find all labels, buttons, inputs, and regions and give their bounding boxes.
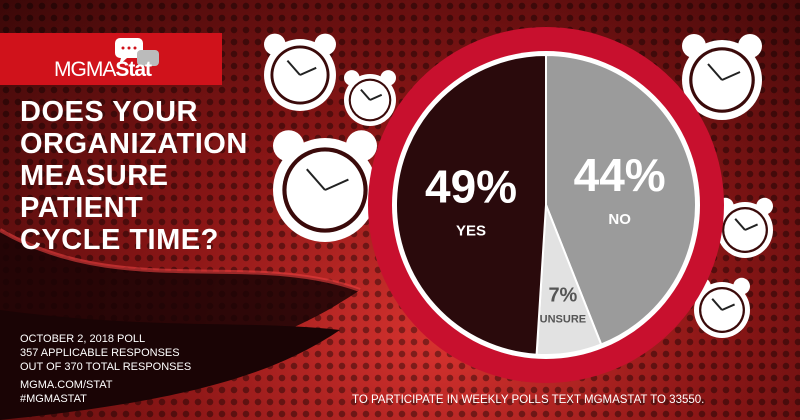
slice-category-label: NO [608, 211, 631, 228]
alarm-clock-icon [717, 197, 773, 258]
slice-value-label: 44% [574, 149, 666, 201]
poll-date: OCTOBER 2, 2018 POLL [20, 333, 146, 345]
question-line: MEASURE [20, 160, 169, 192]
slice-value-label: 49% [425, 161, 517, 213]
logo-bar [0, 33, 222, 85]
question-line: DOES YOUR [20, 96, 199, 128]
logo: MGMAStat [54, 58, 152, 82]
alarm-clock-icon [264, 33, 337, 111]
alarm-clock-icon [694, 277, 750, 338]
question-line: PATIENT [20, 192, 144, 224]
poll-question: DOES YOUR ORGANIZATION MEASURE PATIENT C… [20, 96, 280, 256]
question-line: ORGANIZATION [20, 128, 248, 160]
website-link[interactable]: MGMA.COM/STAT [20, 379, 113, 391]
question-line: CYCLE TIME? [20, 224, 219, 256]
slice-category-label: UNSURE [540, 314, 586, 326]
hashtag: #MGMASTAT [20, 393, 87, 405]
slice-value-label: 7% [548, 285, 577, 307]
pie-slice-no [545, 53, 697, 346]
speech-bubbles-icon [115, 38, 159, 66]
alarm-clock-icon [682, 34, 762, 120]
logo-text-bold: Stat [115, 58, 152, 81]
links: MGMA.COM/STAT #MGMASTAT [20, 378, 112, 406]
total-responses: OUT OF 370 TOTAL RESPONSES [20, 361, 192, 373]
pie-slice-yes [395, 53, 547, 356]
logo-text-light: MGMA [54, 58, 116, 81]
poll-info: OCTOBER 2, 2018 POLL 357 APPLICABLE RESP… [20, 332, 191, 374]
participation-text: TO PARTICIPATE IN WEEKLY POLLS TEXT MGMA… [352, 394, 705, 406]
applicable-responses: 357 APPLICABLE RESPONSES [20, 347, 180, 359]
alarm-clock-icon [273, 130, 377, 242]
slice-category-label: YES [456, 223, 486, 240]
alarm-clock-icon [344, 70, 397, 126]
